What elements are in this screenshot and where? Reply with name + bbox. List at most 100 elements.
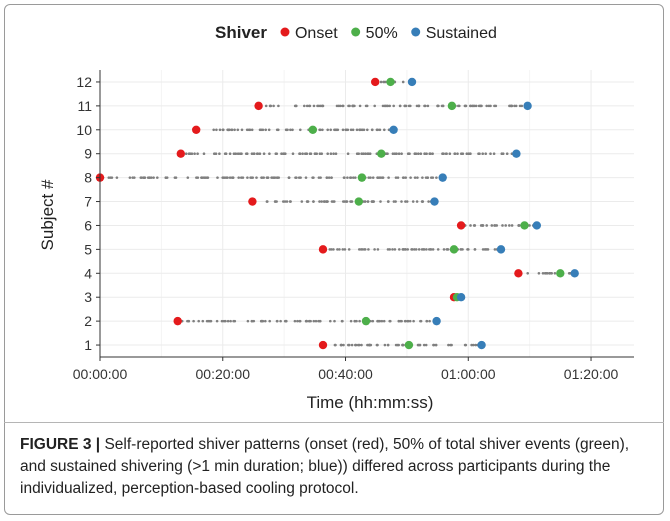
shiver-event-dot — [289, 128, 292, 132]
shiver-event-dot — [326, 128, 330, 132]
shiver-event-dot — [133, 176, 136, 179]
shiver-event-dot — [202, 152, 206, 156]
y-tick-label: 7 — [84, 194, 92, 210]
shiver-event-dot — [237, 176, 240, 179]
onset-point — [456, 221, 466, 230]
shiver-event-dot — [152, 176, 155, 179]
shiver-event-dot — [415, 104, 419, 108]
shiver-event-dot — [128, 176, 132, 179]
shiver-event-dot — [360, 152, 363, 156]
shiver-event-dot — [425, 248, 428, 251]
shiver-event-dot — [370, 128, 374, 132]
shiver-event-dot — [417, 248, 421, 251]
shiver-event-dot — [349, 128, 353, 132]
shiver-event-dot — [287, 176, 291, 179]
shiver-event-dot — [401, 80, 405, 84]
shiver-event-dot — [422, 248, 425, 251]
shiver-event-dot — [464, 104, 467, 108]
shiver-event-dot — [346, 152, 350, 156]
shiver-event-dot — [473, 224, 477, 227]
shiver-event-dot — [426, 176, 430, 179]
caption-divider — [4, 422, 664, 423]
shiver-event-dot — [275, 152, 279, 156]
shiver-event-dot — [431, 248, 435, 251]
shiver-event-dot — [397, 319, 401, 323]
shiver-event-dot — [308, 319, 311, 323]
shiver-event-dot — [548, 271, 551, 275]
shiver-event-dot — [246, 319, 250, 323]
shiver-event-dot — [335, 128, 338, 132]
shiver-event-dot — [425, 152, 428, 156]
shiver-event-dot — [109, 176, 112, 179]
shiver-event-dot — [298, 319, 302, 323]
shiver-event-dot — [501, 224, 504, 227]
shiver-event-dot — [196, 176, 200, 179]
plot-background — [100, 70, 634, 357]
shiver-event-dot — [514, 104, 518, 108]
shiver-event-dot — [445, 152, 448, 156]
shiver-event-dot — [378, 128, 382, 132]
shiver-event-dot — [404, 200, 407, 203]
x-tick-label: 00:00:00 — [73, 366, 128, 382]
shiver-event-dot — [321, 128, 324, 132]
shiver-event-dot — [277, 128, 280, 132]
shiver-event-dot — [477, 104, 481, 108]
shiver-event-dot — [350, 343, 354, 347]
shiver-event-dot — [464, 343, 468, 347]
shiver-event-dot — [466, 248, 469, 251]
shiver-event-dot — [404, 319, 407, 323]
shiver-event-dot — [492, 152, 496, 156]
half-point — [404, 340, 414, 350]
shiver-event-dot — [404, 176, 408, 179]
shiver-event-dot — [384, 152, 388, 156]
shiver-event-dot — [174, 176, 178, 179]
shiver-event-dot — [432, 343, 435, 347]
shiver-event-dot — [397, 152, 401, 156]
sustained-point — [532, 221, 541, 230]
caption-label: FIGURE 3 | — [20, 436, 101, 453]
shiver-event-dot — [543, 271, 547, 275]
x-tick-label: 00:40:00 — [318, 366, 373, 382]
legend-marker — [351, 27, 361, 37]
shiver-event-dot — [508, 224, 511, 227]
shiver-event-dot — [416, 343, 420, 347]
shiver-event-dot — [107, 176, 111, 179]
shiver-event-dot — [442, 248, 446, 251]
sustained-point — [477, 340, 486, 350]
legend-label: 50% — [366, 25, 398, 42]
shiver-event-dot — [441, 152, 445, 156]
shiver-event-dot — [140, 176, 143, 179]
shiver-event-dot — [330, 200, 334, 203]
shiver-event-dot — [253, 152, 256, 156]
sustained-point — [512, 149, 521, 158]
shiver-event-dot — [336, 248, 339, 251]
shiver-event-dot — [358, 104, 362, 108]
shiver-event-dot — [402, 176, 406, 179]
y-tick-label: 9 — [84, 146, 92, 162]
shiver-event-dot — [327, 176, 331, 179]
shiver-event-dot — [358, 248, 361, 251]
shiver-event-dot — [388, 104, 392, 108]
shiver-event-dot — [334, 152, 338, 156]
shiver-event-dot — [368, 343, 371, 347]
shiver-event-dot — [358, 319, 361, 323]
shiver-event-dot — [520, 104, 524, 108]
shiver-event-dot — [286, 128, 289, 132]
shiver-event-dot — [215, 319, 219, 323]
shiver-event-dot — [349, 176, 352, 179]
shiver-event-dot — [423, 152, 427, 156]
shiver-event-dot — [446, 248, 450, 251]
shiver-event-dot — [256, 152, 260, 156]
onset-point — [371, 77, 380, 87]
shiver-event-dot — [495, 224, 499, 227]
shiver-event-dot — [481, 152, 485, 156]
shiver-event-dot — [404, 248, 407, 251]
shiver-event-dot — [252, 319, 256, 323]
shiver-event-dot — [394, 176, 398, 179]
shiver-event-dot — [285, 200, 289, 203]
shiver-event-dot — [404, 104, 408, 108]
shiver-event-dot — [284, 319, 288, 323]
shiver-event-dot — [213, 152, 216, 156]
shiver-event-dot — [473, 248, 477, 251]
shiver-event-dot — [288, 200, 292, 203]
